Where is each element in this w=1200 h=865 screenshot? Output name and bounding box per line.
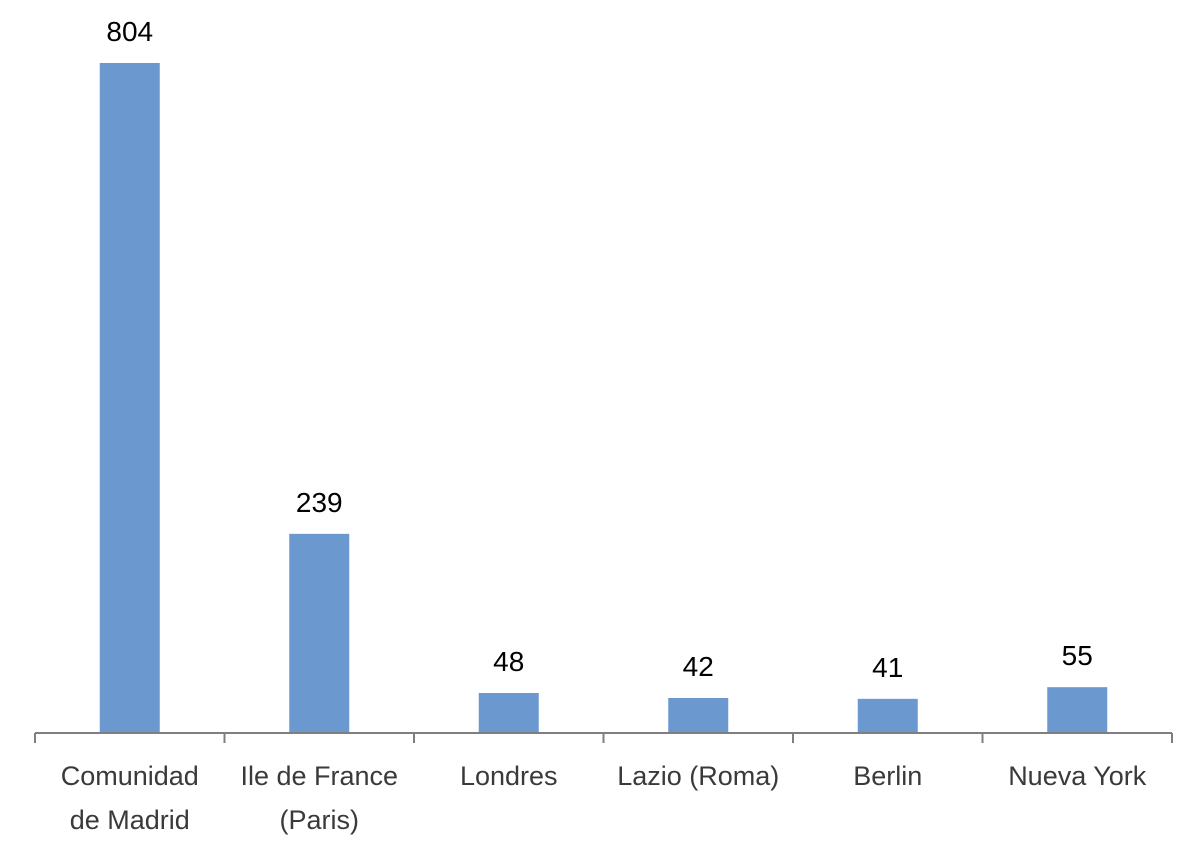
data-label: 48 (493, 646, 524, 677)
data-label: 41 (872, 652, 903, 683)
x-tick-label: Comunidad (61, 761, 199, 791)
bars-layer (99, 63, 1108, 733)
x-axis (34, 732, 1173, 743)
data-label: 42 (683, 651, 714, 682)
bar (857, 698, 918, 733)
data-label: 804 (106, 16, 153, 47)
bar (1047, 687, 1108, 733)
x-tick-label: Londres (460, 761, 558, 791)
value-labels-layer: 804 239 48 42 41 55 (106, 16, 1092, 683)
bar (289, 533, 350, 733)
x-tick-label: Lazio (Roma) (617, 761, 779, 791)
bar (99, 63, 160, 733)
x-tick-label: (Paris) (280, 805, 360, 835)
data-label: 55 (1062, 640, 1093, 671)
x-tick-label: de Madrid (70, 805, 190, 835)
bar (478, 693, 539, 733)
bar (668, 698, 729, 733)
category-labels-layer: Comunidad de Madrid Ile de France (Paris) Lo… (61, 761, 1147, 835)
data-label: 239 (296, 487, 343, 518)
x-tick-label: Berlin (853, 761, 922, 791)
x-tick-label: Ile de France (240, 761, 398, 791)
x-tick-label: Nueva York (1008, 761, 1147, 791)
